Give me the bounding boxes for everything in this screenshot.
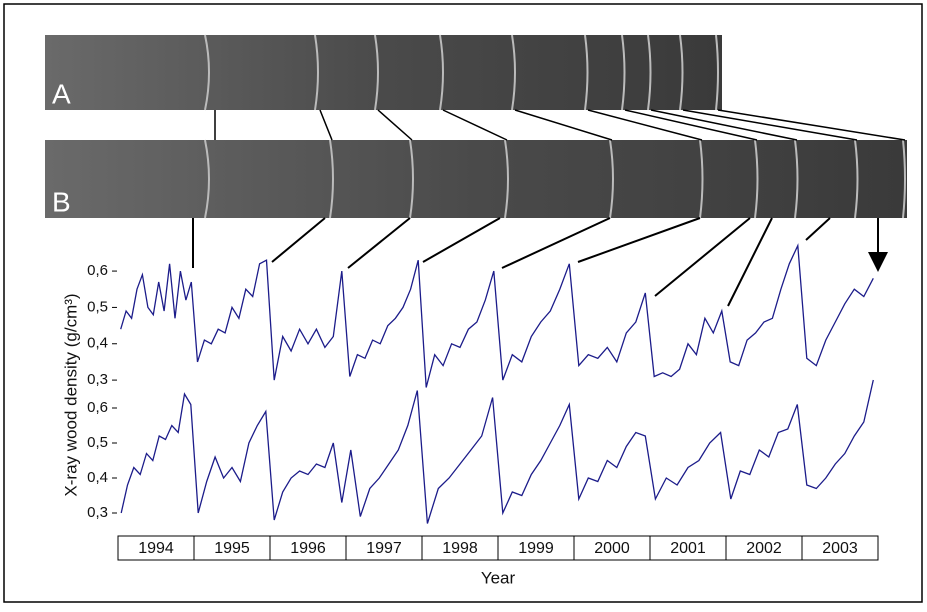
x-tick-label: 1998 — [442, 540, 478, 557]
panel-label: A — [52, 78, 71, 109]
x-tick-label: 1997 — [366, 540, 402, 557]
y-tick-label: 0,4 — [87, 469, 108, 486]
y-tick-label: 0,5 — [87, 434, 108, 451]
x-tick-label: 1994 — [138, 540, 174, 557]
x-axis-label: Year — [481, 568, 516, 587]
x-tick-label: 1999 — [518, 540, 554, 557]
density-line — [120, 243, 874, 388]
x-tick-label: 2001 — [670, 540, 706, 557]
y-axis-label: X-ray wood density (g/cm³) — [61, 293, 80, 496]
y-tick-label: 0,4 — [87, 335, 108, 352]
xray-image-b — [45, 140, 907, 218]
ring-arrows — [192, 217, 878, 307]
x-tick-label: 2000 — [594, 540, 630, 557]
x-tick-label: 1995 — [214, 540, 250, 557]
year-box — [801, 535, 879, 561]
y-tick-label: 0,6 — [87, 399, 108, 416]
frame — [3, 3, 923, 603]
x-tick-label: 1996 — [290, 540, 326, 557]
y-tick-label: 0,3 — [87, 504, 108, 521]
density-line — [120, 379, 874, 524]
x-tick-label: 2002 — [746, 540, 782, 557]
y-tick-label: 0,5 — [87, 298, 108, 315]
panel-label: B — [52, 186, 71, 217]
x-tick-label: 2003 — [822, 540, 858, 557]
y-tick-label: 0,6 — [87, 262, 108, 279]
ring-boundaries — [204, 34, 906, 219]
y-tick-label: 0,3 — [87, 371, 108, 388]
xray-image-a — [45, 35, 722, 110]
ring-connectors — [214, 109, 906, 141]
